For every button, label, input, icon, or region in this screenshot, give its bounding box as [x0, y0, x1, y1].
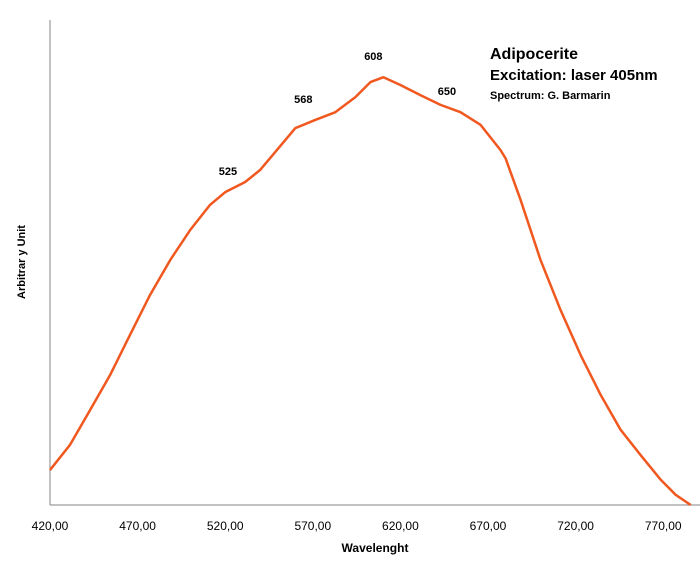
x-axis-title: Wavelenght — [342, 541, 409, 555]
chart-title: Adipocerite — [490, 46, 578, 63]
credit: Spectrum: G. Barmarin — [490, 90, 611, 102]
x-tick-label: 520,00 — [207, 519, 244, 533]
peak-label: 650 — [438, 86, 456, 98]
spectrum-line — [49, 75, 692, 507]
peak-label: 568 — [294, 94, 312, 106]
y-axis-title: Arbitrar y Unit — [16, 225, 28, 299]
peak-label: 525 — [219, 166, 237, 178]
x-tick-label: 720,00 — [557, 519, 594, 533]
peak-label: 608 — [364, 51, 382, 63]
chart-subtitle: Excitation: laser 405nm — [490, 67, 658, 84]
x-tick-label: 670,00 — [470, 519, 507, 533]
x-tick-label: 470,00 — [119, 519, 156, 533]
x-tick-label: 570,00 — [294, 519, 331, 533]
x-tick-label: 770,00 — [645, 519, 682, 533]
x-tick-label: 620,00 — [382, 519, 419, 533]
x-tick-label: 420,00 — [32, 519, 69, 533]
